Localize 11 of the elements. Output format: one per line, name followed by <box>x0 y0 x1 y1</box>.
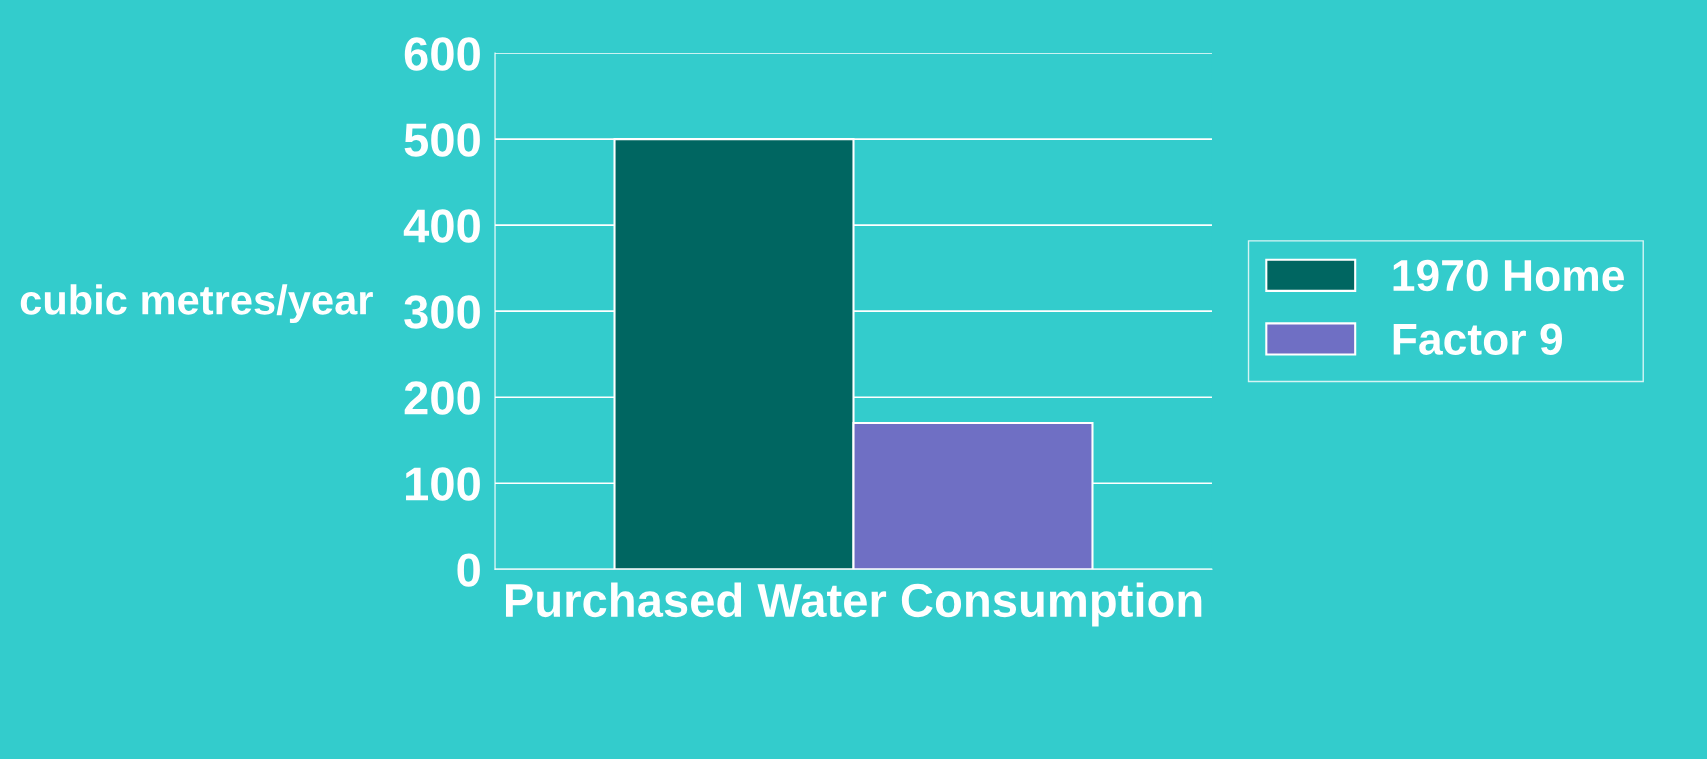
x-tick-label: Purchased Water Consumption <box>505 582 1202 627</box>
y-tick-label: 600 <box>404 37 480 71</box>
y-tick-label: 0 <box>457 553 480 587</box>
y-axis-title: cubic metres/year <box>20 284 373 324</box>
y-tick-label: 400 <box>403 209 480 243</box>
y-tick-label: 100 <box>406 467 480 501</box>
y-tick-label: 300 <box>404 295 480 329</box>
legend-label: Factor 9 <box>1393 323 1562 355</box>
y-tick-label: 500 <box>404 123 480 157</box>
legend-label: 1970 Home <box>1393 259 1624 292</box>
y-tick-label: 200 <box>404 381 480 415</box>
